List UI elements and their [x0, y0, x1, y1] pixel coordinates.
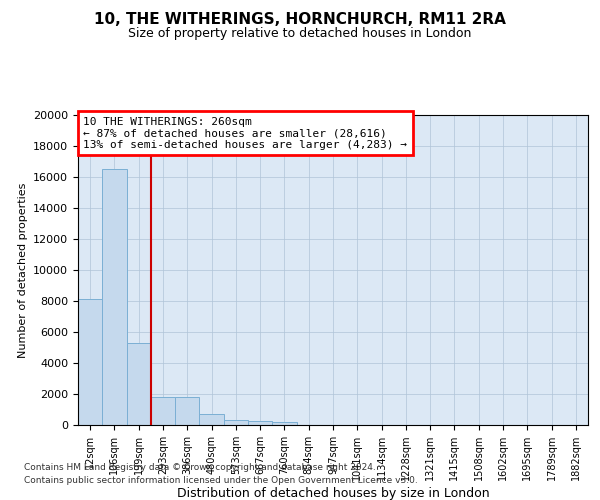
Bar	[199, 414, 224, 425]
Bar	[224, 420, 248, 425]
Bar	[248, 420, 272, 425]
Y-axis label: Number of detached properties: Number of detached properties	[17, 182, 28, 358]
Bar	[175, 397, 199, 425]
Bar	[102, 169, 127, 425]
Text: Contains public sector information licensed under the Open Government Licence v3: Contains public sector information licen…	[24, 476, 418, 485]
Bar	[78, 300, 102, 425]
Bar	[127, 343, 151, 425]
Text: 10, THE WITHERINGS, HORNCHURCH, RM11 2RA: 10, THE WITHERINGS, HORNCHURCH, RM11 2RA	[94, 12, 506, 28]
Bar	[272, 422, 296, 425]
Text: Size of property relative to detached houses in London: Size of property relative to detached ho…	[128, 28, 472, 40]
Text: 10 THE WITHERINGS: 260sqm
← 87% of detached houses are smaller (28,616)
13% of s: 10 THE WITHERINGS: 260sqm ← 87% of detac…	[83, 116, 407, 150]
Text: Contains HM Land Registry data © Crown copyright and database right 2024.: Contains HM Land Registry data © Crown c…	[24, 462, 376, 471]
Bar	[151, 397, 175, 425]
X-axis label: Distribution of detached houses by size in London: Distribution of detached houses by size …	[176, 487, 490, 500]
